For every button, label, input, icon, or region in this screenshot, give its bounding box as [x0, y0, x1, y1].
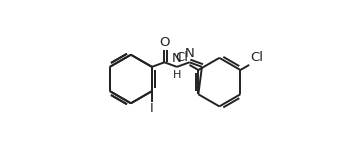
Text: I: I [150, 102, 154, 115]
Text: N: N [172, 52, 182, 65]
Text: Cl: Cl [250, 52, 263, 64]
Text: Cl: Cl [176, 52, 189, 64]
Text: H: H [173, 70, 181, 80]
Text: O: O [159, 36, 170, 49]
Text: N: N [185, 47, 194, 60]
